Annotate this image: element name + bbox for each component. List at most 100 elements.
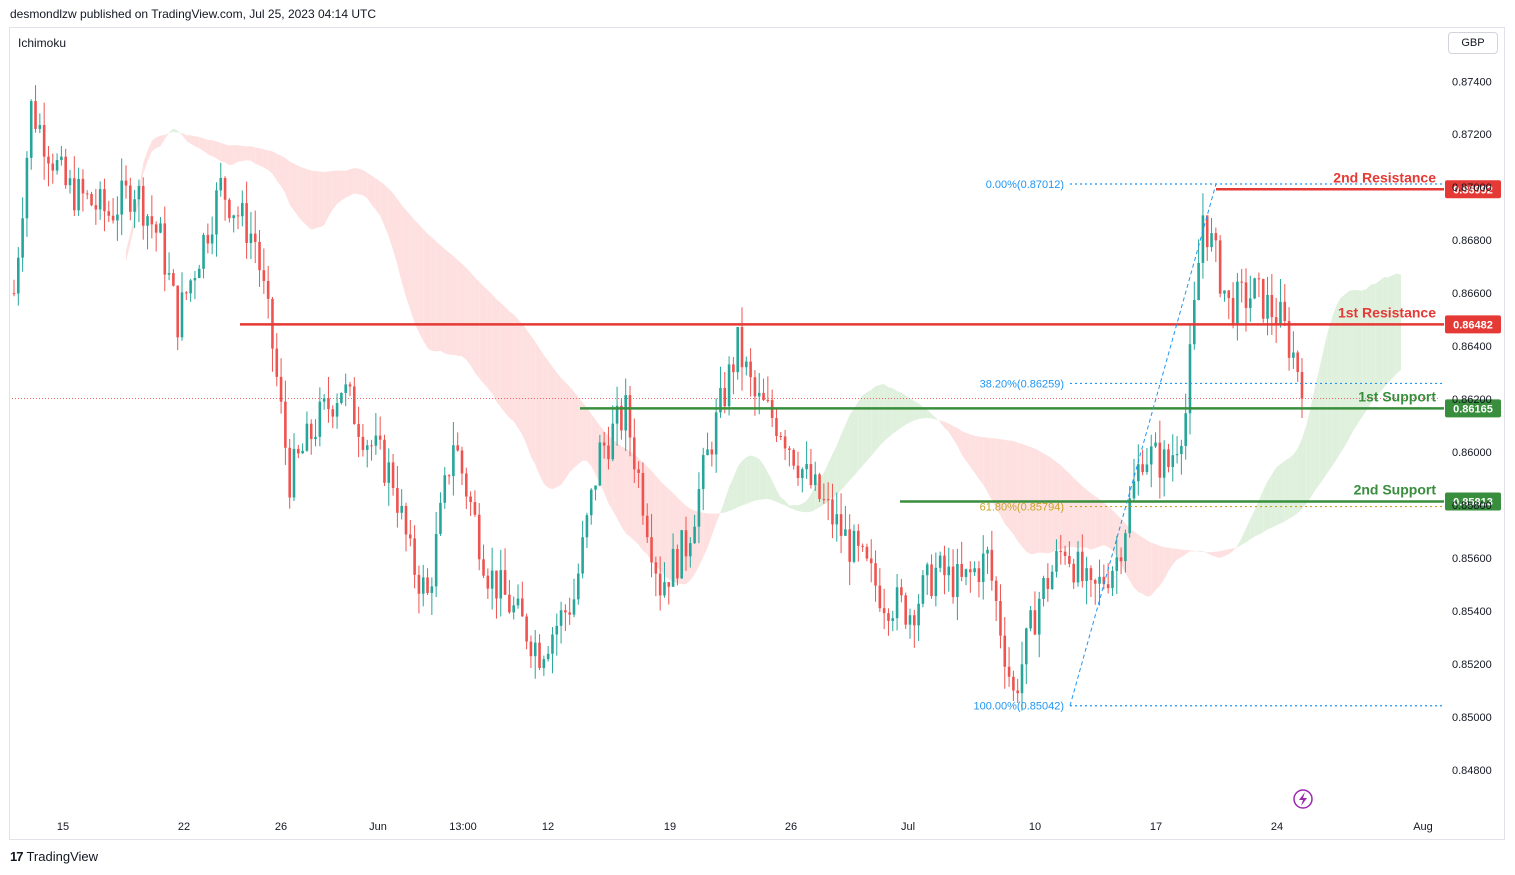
- candle: [47, 146, 50, 187]
- candle: [314, 419, 317, 447]
- cloud-segment: [250, 146, 256, 164]
- cloud-segment: [905, 395, 910, 425]
- candle: [223, 176, 227, 221]
- cloud-segment: [1090, 493, 1096, 550]
- cloud-segment: [203, 138, 208, 155]
- candle: [297, 444, 300, 459]
- cloud-segment: [763, 464, 768, 500]
- candle: [615, 386, 619, 446]
- fib-label: 100.00%(0.85042): [973, 701, 1064, 713]
- candle: [512, 596, 515, 620]
- candle: [482, 544, 485, 579]
- candle: [133, 189, 136, 229]
- cloud-segment: [1211, 551, 1216, 557]
- cloud-segment: [505, 306, 510, 419]
- level-1st-resistance[interactable]: 1st Resistance 0.86482: [240, 304, 1501, 334]
- candle: [409, 519, 412, 547]
- candle: [1033, 591, 1037, 636]
- time-axis[interactable]: 15 22 26 Jun 13:00 12 19 26 Jul 10 17 24 Aug: [57, 821, 1433, 833]
- cloud-segment: [1022, 443, 1027, 552]
- candle: [559, 601, 563, 644]
- candle: [232, 214, 235, 233]
- price-tick-label: 0.86200: [1452, 394, 1492, 406]
- candle: [421, 564, 425, 607]
- cloud-segment: [470, 272, 475, 373]
- cloud-segment: [156, 135, 161, 149]
- candle: [783, 429, 787, 461]
- candle: [1055, 539, 1058, 578]
- cloud-segment: [212, 140, 217, 159]
- cloud-segment: [229, 145, 234, 166]
- cloud-segment: [733, 466, 738, 510]
- candle: [1154, 432, 1157, 449]
- candle: [882, 588, 886, 630]
- cloud-segment: [707, 513, 712, 548]
- candle: [150, 195, 154, 239]
- price-axis[interactable]: 0.87400 0.87200 0.87000 0.86800 0.86600 0.864…: [1452, 76, 1492, 777]
- candle: [1141, 449, 1144, 476]
- candle: [848, 514, 851, 586]
- price-tick-label: 0.86600: [1452, 288, 1492, 300]
- candle: [1102, 564, 1106, 590]
- candle: [107, 200, 111, 223]
- price-tick-label: 0.86400: [1452, 341, 1492, 353]
- candle: [839, 493, 843, 554]
- price-tag: [1445, 180, 1501, 199]
- candle: [279, 358, 283, 414]
- cloud-segment: [922, 406, 928, 419]
- level-2nd-support[interactable]: 2nd Support 0.85813: [900, 482, 1501, 511]
- cloud-segment: [1233, 546, 1238, 551]
- candle: [1257, 272, 1261, 298]
- candle: [701, 447, 705, 511]
- candle: [684, 516, 688, 571]
- cloud-segment: [462, 263, 467, 360]
- level-2nd-resistance[interactable]: 2nd Resistance 0.86992: [1216, 169, 1501, 199]
- candle: [370, 439, 373, 461]
- fib-label: 0.00%(0.87012): [986, 179, 1064, 191]
- fib-level[interactable]: 61.80%(0.85794): [980, 502, 1444, 514]
- candle: [775, 409, 778, 442]
- tradingview-logo[interactable]: 17 TradingView: [10, 849, 98, 864]
- fib-level[interactable]: 38.20%(0.86259): [980, 378, 1444, 390]
- candle: [335, 393, 339, 429]
- candle: [1076, 541, 1080, 587]
- cloud-segment: [737, 460, 742, 508]
- candle: [210, 216, 214, 255]
- fib-level[interactable]: 100.00%(0.85042): [973, 701, 1444, 713]
- cloud-segment: [242, 145, 247, 162]
- indicator-label[interactable]: Ichimoku: [18, 36, 67, 50]
- candle: [404, 502, 408, 552]
- cloud-segment: [948, 423, 954, 439]
- cloud-segment: [354, 168, 359, 195]
- fib-level[interactable]: 0.00%(0.87012): [986, 179, 1444, 191]
- cloud-segment: [324, 171, 329, 226]
- cloud-segment: [1078, 482, 1083, 549]
- cloud-segment: [1327, 317, 1333, 473]
- candle: [641, 462, 645, 525]
- candle: [766, 376, 770, 403]
- cloud-segment: [754, 456, 760, 501]
- cloud-segment: [147, 140, 152, 162]
- fib-label: 61.80%(0.85794): [980, 502, 1064, 514]
- candle: [245, 181, 248, 259]
- chart-frame[interactable]: [9, 27, 1505, 840]
- candle: [34, 85, 37, 133]
- candle: [602, 431, 606, 459]
- candle: [680, 529, 683, 579]
- candle: [577, 563, 580, 605]
- level-1st-support[interactable]: 1st Support 0.86165: [580, 388, 1501, 418]
- candle: [792, 448, 795, 470]
- candle: [1223, 290, 1226, 302]
- cloud-segment: [565, 382, 570, 479]
- fib-trend-line[interactable]: [1069, 183, 1217, 706]
- candle: [42, 102, 46, 180]
- cloud-segment: [487, 290, 493, 394]
- cloud-segment: [1220, 550, 1225, 558]
- candle: [374, 413, 378, 455]
- candle: [938, 551, 942, 573]
- candle: [740, 307, 744, 391]
- cloud-segment: [720, 499, 725, 514]
- currency-button[interactable]: GBP: [1448, 32, 1498, 54]
- cloud-segment: [509, 311, 514, 422]
